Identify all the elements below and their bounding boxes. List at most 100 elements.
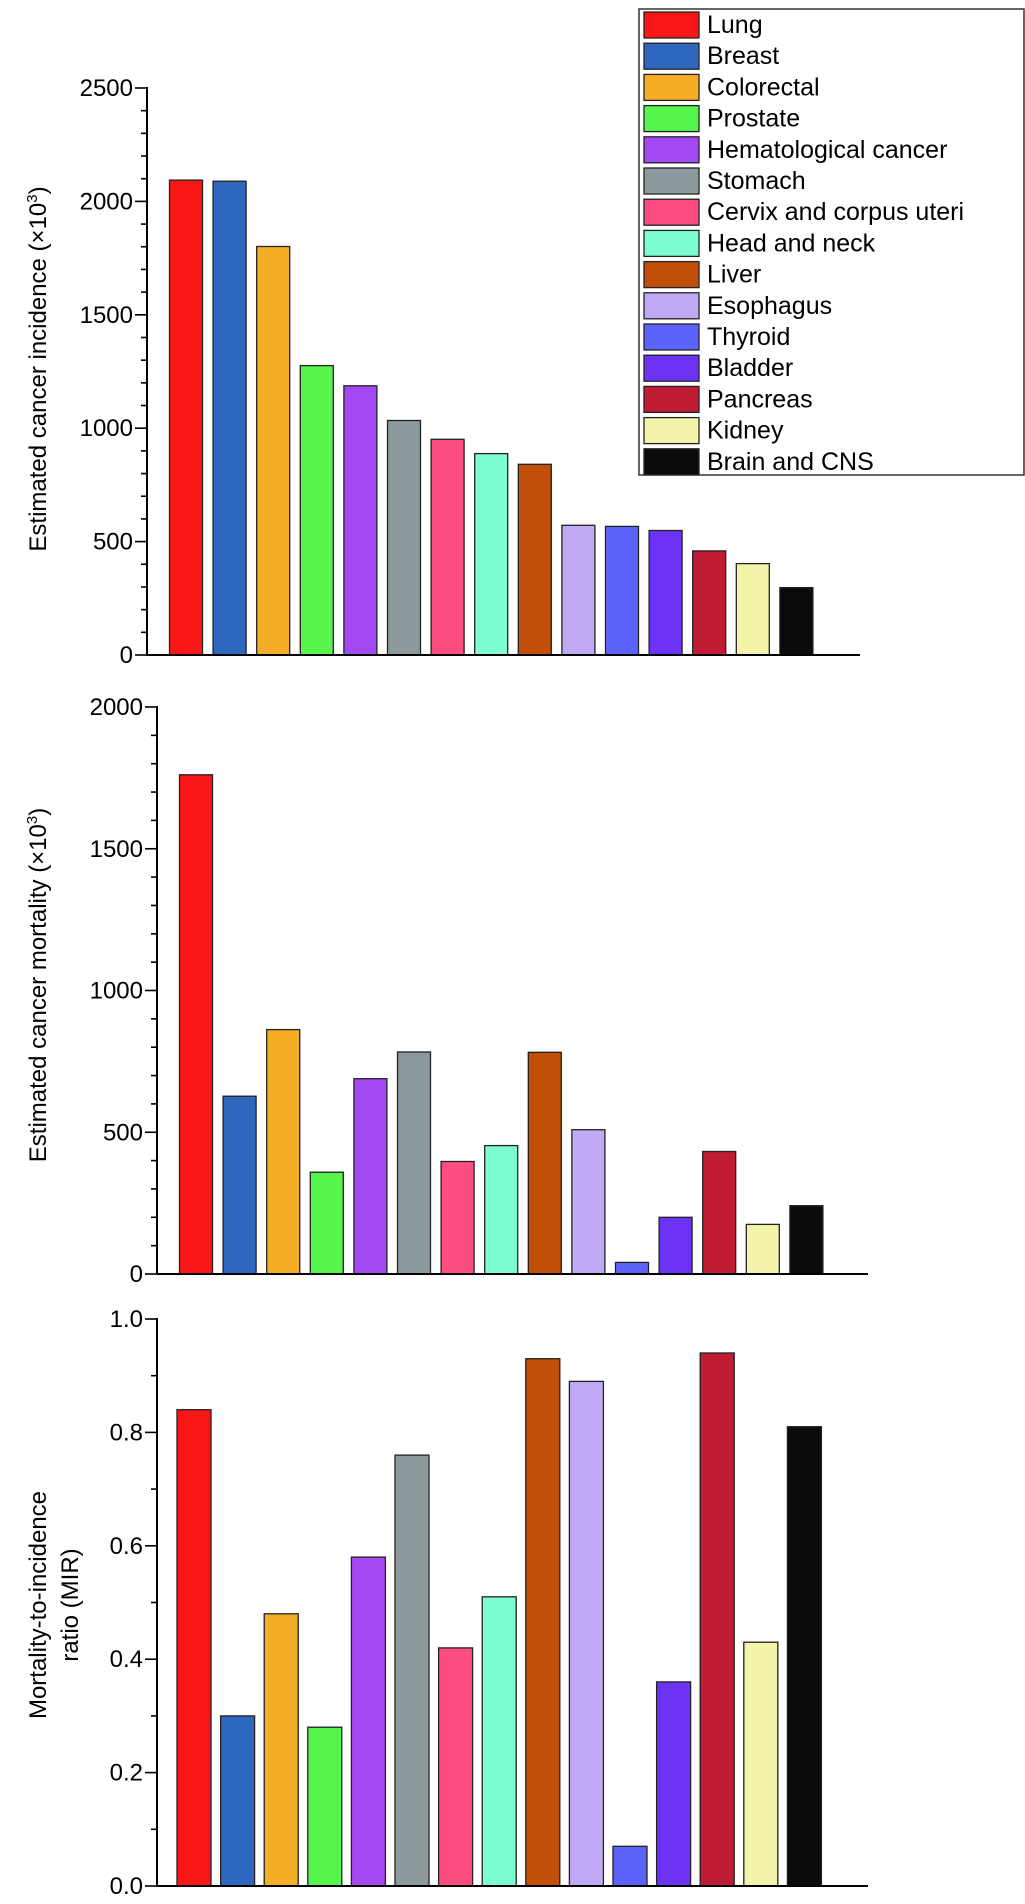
mir-y-tick-label: 0.2 — [110, 1760, 143, 1787]
mortality-y-tick-label: 0 — [130, 1261, 143, 1288]
legend-label-stomach: Stomach — [707, 167, 806, 195]
incidence-bar-cervix-and-corpus-uteri — [430, 438, 465, 656]
mortality-bar-bladder — [658, 1216, 693, 1275]
mortality-bar-lung — [178, 774, 214, 1275]
mir-y-tick-label: 0.0 — [110, 1873, 143, 1900]
incidence-bar-kidney — [735, 562, 770, 656]
mir-bar-cervix-and-corpus-uteri — [437, 1647, 474, 1887]
incidence-chart: Estimated cancer incidence (×103) 0 500 10… — [24, 75, 860, 669]
legend-label-thyroid: Thyroid — [707, 323, 790, 351]
legend-label-pancreas: Pancreas — [707, 385, 813, 413]
legend-label-brain-and-cns: Brain and CNS — [707, 448, 874, 476]
mortality-bar-stomach — [396, 1051, 432, 1275]
incidence-bar-hematological-cancer — [343, 385, 378, 656]
mortality-chart: Estimated cancer mortality (×103) 0 500 10… — [24, 694, 868, 1288]
mortality-bar-cervix-and-corpus-uteri — [440, 1160, 475, 1275]
mortality-bar-kidney — [745, 1223, 780, 1275]
mir-bar-head-and-neck — [481, 1596, 517, 1887]
mir-y-axis-label-line-1: Mortality-to-incidence — [25, 1491, 52, 1719]
legend-label-lung: Lung — [707, 11, 763, 39]
mir-chart: Mortality-to-incidence ratio (MIR) 0.0 0.… — [25, 1306, 868, 1900]
legend: Lung Breast Colorectal Prostate Hematologica… — [638, 8, 1025, 476]
legend-label-cervix-and-corpus-uteri: Cervix and corpus uteri — [707, 198, 964, 226]
mir-bar-bladder — [655, 1681, 692, 1887]
mir-bar-stomach — [394, 1454, 430, 1887]
incidence-y-tick-label: 0 — [120, 642, 133, 669]
mir-y-tick-label: 0.6 — [110, 1533, 143, 1560]
mortality-bar-prostate — [309, 1171, 344, 1275]
mir-bar-colorectal — [263, 1613, 299, 1887]
legend-swatch-cervix-and-corpus-uteri — [643, 198, 700, 226]
legend-label-liver: Liver — [707, 261, 761, 289]
mortality-bar-thyroid — [614, 1261, 650, 1275]
legend-label-kidney: Kidney — [707, 417, 784, 445]
legend-box — [638, 8, 1025, 476]
legend-swatch-head-and-neck — [643, 229, 700, 258]
legend-label-prostate: Prostate — [707, 105, 800, 133]
mir-bar-esophagus — [568, 1380, 605, 1887]
mortality-bar-hematological-cancer — [353, 1078, 388, 1275]
mortality-y-axis-label: Estimated cancer mortality (×103) — [24, 808, 52, 1162]
incidence-bar-head-and-neck — [474, 452, 509, 656]
legend-swatch-brain-and-cns — [643, 448, 700, 476]
mir-bar-breast — [219, 1715, 256, 1887]
incidence-bar-breast — [212, 180, 247, 656]
incidence-y-axis-label: Estimated cancer incidence (×103) — [24, 186, 52, 551]
legend-swatch-lung — [643, 11, 700, 39]
mir-y-axis-label-line-2: ratio (MIR) — [57, 1548, 84, 1661]
legend-swatch-prostate — [643, 104, 700, 133]
legend-label-colorectal: Colorectal — [707, 73, 820, 101]
mir-bar-lung — [176, 1409, 212, 1887]
legend-swatch-stomach — [643, 167, 700, 195]
legend-label-breast: Breast — [707, 42, 779, 70]
incidence-bar-liver — [517, 463, 552, 656]
legend-swatch-pancreas — [643, 385, 700, 414]
incidence-bar-pancreas — [692, 550, 727, 656]
mir-bar-hematological-cancer — [350, 1556, 387, 1887]
mir-bar-pancreas — [699, 1352, 735, 1887]
incidence-y-tick-label: 1500 — [80, 302, 133, 329]
incidence-bar-stomach — [386, 419, 422, 656]
legend-swatch-kidney — [643, 416, 700, 445]
legend-swatch-liver — [643, 260, 700, 289]
mortality-y-tick-label: 1000 — [90, 978, 143, 1005]
incidence-y-tick-label: 2000 — [80, 188, 133, 215]
mir-y-tick-label: 0.8 — [110, 1419, 143, 1446]
legend-swatch-breast — [643, 42, 700, 70]
mortality-bar-colorectal — [266, 1028, 301, 1275]
mortality-bar-esophagus — [571, 1129, 606, 1275]
legend-label-head-and-neck: Head and neck — [707, 229, 876, 257]
legend-label-bladder: Bladder — [707, 354, 793, 382]
mortality-bar-brain-and-cns — [789, 1205, 824, 1275]
mir-bar-prostate — [307, 1726, 343, 1887]
incidence-bar-colorectal — [256, 245, 291, 656]
mir-y-tick-label: 1.0 — [110, 1306, 143, 1333]
incidence-y-tick-label: 1000 — [80, 415, 133, 442]
incidence-bar-brain-and-cns — [779, 586, 814, 656]
mortality-y-tick-label: 2000 — [90, 694, 143, 721]
mir-bar-kidney — [743, 1641, 779, 1887]
legend-swatch-thyroid — [643, 323, 700, 351]
mir-bar-liver — [525, 1358, 561, 1887]
mortality-y-tick-label: 500 — [103, 1119, 143, 1146]
mortality-bar-breast — [222, 1095, 257, 1275]
incidence-bar-bladder — [648, 529, 683, 656]
legend-swatch-esophagus — [643, 292, 700, 320]
legend-swatch-colorectal — [643, 73, 700, 102]
legend-label-esophagus: Esophagus — [707, 292, 832, 320]
incidence-y-tick-label: 500 — [93, 529, 133, 556]
incidence-bar-esophagus — [561, 524, 596, 656]
legend-swatch-bladder — [643, 354, 700, 382]
mir-y-tick-label: 0.4 — [110, 1646, 143, 1673]
mortality-bar-liver — [527, 1051, 562, 1275]
legend-label-hematological-cancer: Hematological cancer — [707, 136, 947, 164]
mir-bar-brain-and-cns — [786, 1426, 823, 1887]
mortality-bar-head-and-neck — [484, 1144, 519, 1275]
mortality-y-tick-label: 1500 — [90, 836, 143, 863]
mortality-bar-pancreas — [702, 1150, 737, 1275]
incidence-y-tick-label: 2500 — [80, 75, 133, 102]
mir-bar-thyroid — [612, 1845, 648, 1887]
incidence-bar-prostate — [299, 364, 334, 656]
incidence-bar-lung — [168, 179, 204, 656]
